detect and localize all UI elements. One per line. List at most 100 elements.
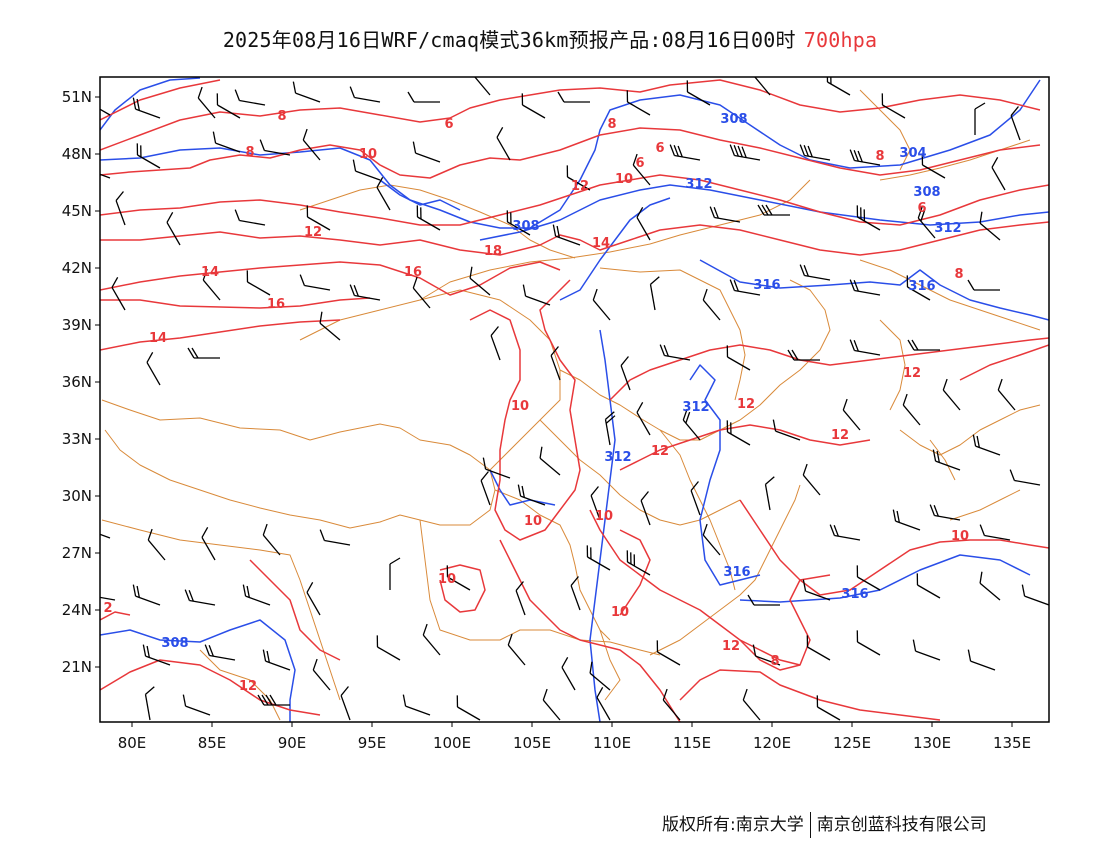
wind-barb xyxy=(111,276,126,311)
wind-barb xyxy=(916,573,941,599)
lon-label: 80E xyxy=(118,734,147,752)
wind-barb xyxy=(507,633,526,666)
border-line xyxy=(949,489,1021,521)
wind-barb xyxy=(100,101,111,116)
wind-barb xyxy=(842,398,861,431)
temperature-contour-label: 18 xyxy=(484,244,502,259)
border-line xyxy=(859,89,911,171)
border-line xyxy=(419,179,811,301)
lon-label: 125E xyxy=(833,734,871,752)
height-contour-layer xyxy=(100,77,1049,722)
temperature-contour-label: 12 xyxy=(304,225,322,240)
wind-barb xyxy=(974,102,986,135)
contour-label-layer: 8 6 8 6 8 6 8 10 12 10 12 14 14 16 16 18 14 10 12 12 12 12 10 1… xyxy=(103,109,969,694)
wind-barb xyxy=(942,378,961,411)
wind-barb xyxy=(726,345,751,371)
height-contour xyxy=(100,79,1041,229)
title-main: 2025年08月16日WRF/cmaq模式36km预报产品:08月16日00时 xyxy=(222,28,796,52)
map-frame xyxy=(99,76,1050,723)
height-contour-label: 304 xyxy=(899,146,926,161)
temperature-contour xyxy=(100,261,561,296)
wind-barb xyxy=(132,97,161,119)
wind-barb xyxy=(772,419,801,441)
wind-barb xyxy=(620,356,631,391)
wind-barb xyxy=(212,131,241,153)
lon-label: 90E xyxy=(278,734,307,752)
wind-barb xyxy=(991,156,1006,191)
wind-barb xyxy=(907,339,940,351)
height-contour xyxy=(489,469,556,506)
wind-barb xyxy=(979,571,1001,601)
temperature-contour-label: 10 xyxy=(511,399,529,414)
temperature-contour-label: 16 xyxy=(267,297,285,312)
temperature-contour xyxy=(619,424,871,471)
border-line xyxy=(879,139,1031,181)
temperature-contour xyxy=(249,559,341,661)
temperature-contour-label: 8 xyxy=(277,109,286,124)
border-line xyxy=(659,429,736,591)
wind-barb xyxy=(742,688,761,721)
wind-barb xyxy=(1009,469,1041,486)
border-line xyxy=(419,519,661,656)
wind-barb xyxy=(490,326,501,361)
wind-barb xyxy=(589,661,611,691)
wind-barb xyxy=(752,644,781,666)
wind-barb xyxy=(764,476,775,511)
temperature-contour-label: 8 xyxy=(770,654,779,669)
height-contour-label: 316 xyxy=(723,565,750,580)
temperature-contour-label: 10 xyxy=(438,572,456,587)
wind-barb xyxy=(352,159,381,181)
wind-barb xyxy=(826,77,851,96)
wind-barb xyxy=(184,589,216,606)
height-contour-label: 308 xyxy=(161,636,188,651)
height-contour xyxy=(479,184,1049,241)
wind-barb xyxy=(422,623,441,656)
wind-barb xyxy=(906,275,931,301)
wind-barb xyxy=(262,649,291,671)
wind-barb xyxy=(570,576,581,611)
wind-barb xyxy=(586,545,611,571)
wind-barb xyxy=(144,686,155,721)
temperature-contour-label: 6 xyxy=(444,117,453,132)
height-contour xyxy=(100,619,296,722)
wind-barb xyxy=(306,581,321,616)
wind-barb xyxy=(640,491,651,526)
height-contour-label: 316 xyxy=(908,279,935,294)
footer-left: 版权所有:南京大学 xyxy=(662,815,804,835)
temperature-contour xyxy=(100,79,1041,151)
wind-barb xyxy=(997,378,1016,411)
wind-barb xyxy=(234,89,266,106)
height-contour-label: 312 xyxy=(682,400,709,415)
lat-label: 48N xyxy=(62,145,92,163)
wind-barb xyxy=(566,165,591,191)
wind-barb xyxy=(402,694,431,716)
wind-barb xyxy=(262,523,281,556)
wind-barb xyxy=(802,579,831,601)
temperature-contour xyxy=(100,127,1041,179)
wind-barb xyxy=(482,457,511,479)
border-line xyxy=(879,319,906,411)
wind-barb xyxy=(136,143,161,169)
wind-barb xyxy=(604,411,616,446)
temperature-contour xyxy=(469,279,581,541)
temperature-contour-label: 12 xyxy=(571,179,589,194)
temperature-contour-label: 10 xyxy=(951,529,969,544)
temperature-contour xyxy=(100,174,1049,226)
temperature-contour xyxy=(100,659,321,716)
height-contour-label: 308 xyxy=(512,219,539,234)
temperature-contour xyxy=(739,499,1049,596)
wind-barb xyxy=(472,77,491,96)
temperature-contour xyxy=(739,574,831,671)
wind-barb xyxy=(542,688,561,721)
temperature-contour-label: 10 xyxy=(359,147,377,162)
wind-barb xyxy=(596,686,611,721)
temperature-contour-label: 12 xyxy=(737,397,755,412)
wind-barb xyxy=(407,91,440,103)
wind-barb xyxy=(299,274,331,291)
footer-separator xyxy=(809,812,811,838)
height-contour-label: 316 xyxy=(753,278,780,293)
wind-barb xyxy=(302,128,321,161)
wind-barb xyxy=(187,347,220,359)
wind-barb xyxy=(729,144,761,161)
height-contour-label: 316 xyxy=(841,587,868,602)
